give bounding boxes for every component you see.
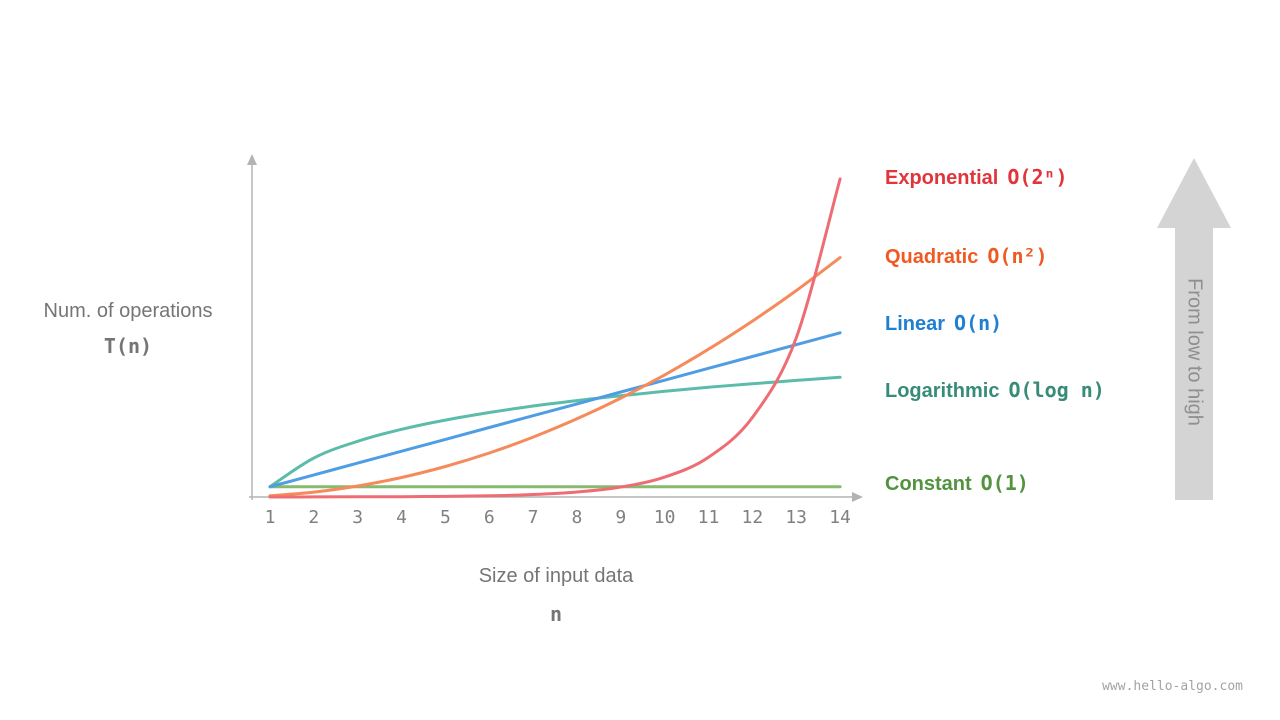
curve-logarithmic [268, 375, 842, 489]
legend-name: Exponential [885, 167, 999, 189]
curve-quadratic [268, 256, 842, 498]
x-tick-label: 14 [829, 507, 851, 528]
legend-logarithmic: Logarithmic O(log n) [885, 378, 1105, 403]
legend-notation: O(log n) [1008, 378, 1105, 402]
x-tick-label: 6 [483, 507, 495, 528]
direction-arrow-label: From low to high [1183, 278, 1206, 426]
axes [247, 154, 863, 502]
x-tick-label: 13 [785, 507, 808, 528]
x-tick-label: 11 [697, 507, 720, 528]
legend-constant: Constant O(1) [885, 471, 1029, 496]
x-tick-label: 2 [308, 507, 320, 528]
x-tick-label: 8 [571, 507, 583, 528]
x-tick-label: 5 [439, 507, 451, 528]
legend-quadratic: Quadratic O(n²) [885, 244, 1048, 269]
legend-name: Linear [885, 313, 946, 335]
x-tick-label: 1 [264, 507, 276, 528]
legend-name: Quadratic [885, 246, 979, 268]
x-tick-label: 9 [615, 507, 627, 528]
legend-exponential: Exponential O(2ⁿ) [885, 165, 1068, 190]
y-axis-symbol: T(n) [103, 334, 153, 358]
curves-group [268, 177, 842, 499]
x-tick-label: 10 [653, 507, 676, 528]
x-axis-symbol: n [549, 602, 563, 626]
curve-exponential [268, 177, 842, 499]
x-axis-arrowhead [852, 492, 863, 502]
legend-notation: O(n) [954, 311, 1003, 335]
watermark: www.hello-algo.com [1102, 679, 1243, 694]
x-tick-label: 7 [527, 507, 539, 528]
legend-name: Constant [885, 473, 972, 495]
legend-notation: O(2ⁿ) [1007, 165, 1068, 189]
legend-notation: O(1) [980, 471, 1029, 495]
x-tick-label: 4 [396, 507, 407, 528]
x-tick-label: 3 [352, 507, 364, 528]
x-tick-label: 12 [741, 507, 764, 528]
curve-linear [268, 331, 842, 489]
legend-linear: Linear O(n) [885, 311, 1002, 336]
legend-notation: O(n²) [987, 244, 1048, 268]
x-axis-title: Size of input data [478, 565, 634, 587]
y-axis-arrowhead [247, 154, 257, 165]
y-axis-title: Num. of operations [43, 300, 213, 322]
legend-name: Logarithmic [885, 380, 1000, 402]
direction-up-arrow [1157, 158, 1231, 500]
